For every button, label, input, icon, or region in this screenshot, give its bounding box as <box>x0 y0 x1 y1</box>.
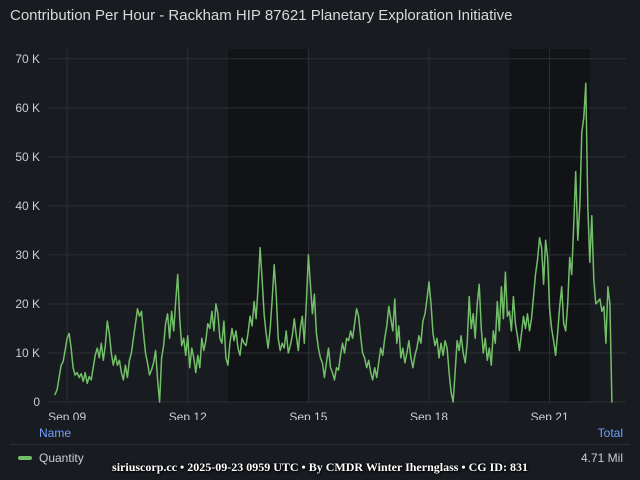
y-tick-label: 0 <box>33 395 40 409</box>
footer-watermark: siriuscorp.cc • 2025-09-23 0959 UTC • By… <box>112 460 528 474</box>
legend-header: Name Total <box>0 426 640 444</box>
series-layer <box>54 82 613 403</box>
legend-row-quantity[interactable]: Quantity 4.71 Mil <box>0 449 640 467</box>
x-tick-label: Sep 12 <box>169 410 207 420</box>
legend-series-total: 4.71 Mil <box>580 451 623 465</box>
legend-name-header[interactable]: Name <box>39 426 72 440</box>
legend-total-header[interactable]: Total <box>597 426 623 440</box>
y-tick-label: 70 K <box>15 52 40 66</box>
y-tick-label: 40 K <box>15 199 40 213</box>
y-tick-label: 50 K <box>15 150 40 164</box>
x-tick-label: Sep 15 <box>289 410 327 420</box>
y-tick-label: 10 K <box>15 346 40 360</box>
line-chart: 010 K20 K30 K40 K50 K60 K70 K Sep 09 Sep … <box>15 49 626 420</box>
series-line-quantity[interactable] <box>54 82 613 403</box>
y-tick-label: 20 K <box>15 297 40 311</box>
legend-series-name[interactable]: Quantity <box>39 451 84 465</box>
y-tick-label: 60 K <box>15 101 40 115</box>
x-tick-label: Sep 09 <box>48 410 86 420</box>
x-tick-label: Sep 18 <box>410 410 448 420</box>
panel-title: Contribution Per Hour - Rackham HIP 8762… <box>10 7 513 24</box>
y-axis: 0 10 K 20 K 30 K 40 K 50 K 60 K 70 K <box>15 52 40 409</box>
y-tick-label: 30 K <box>15 248 40 262</box>
x-axis: Sep 09 Sep 12 Sep 15 Sep 18 Sep 21 <box>48 410 569 420</box>
legend-divider <box>10 444 630 445</box>
legend-swatch <box>18 456 32 460</box>
shaded-regions <box>227 49 590 402</box>
x-tick-label: Sep 21 <box>531 410 569 420</box>
